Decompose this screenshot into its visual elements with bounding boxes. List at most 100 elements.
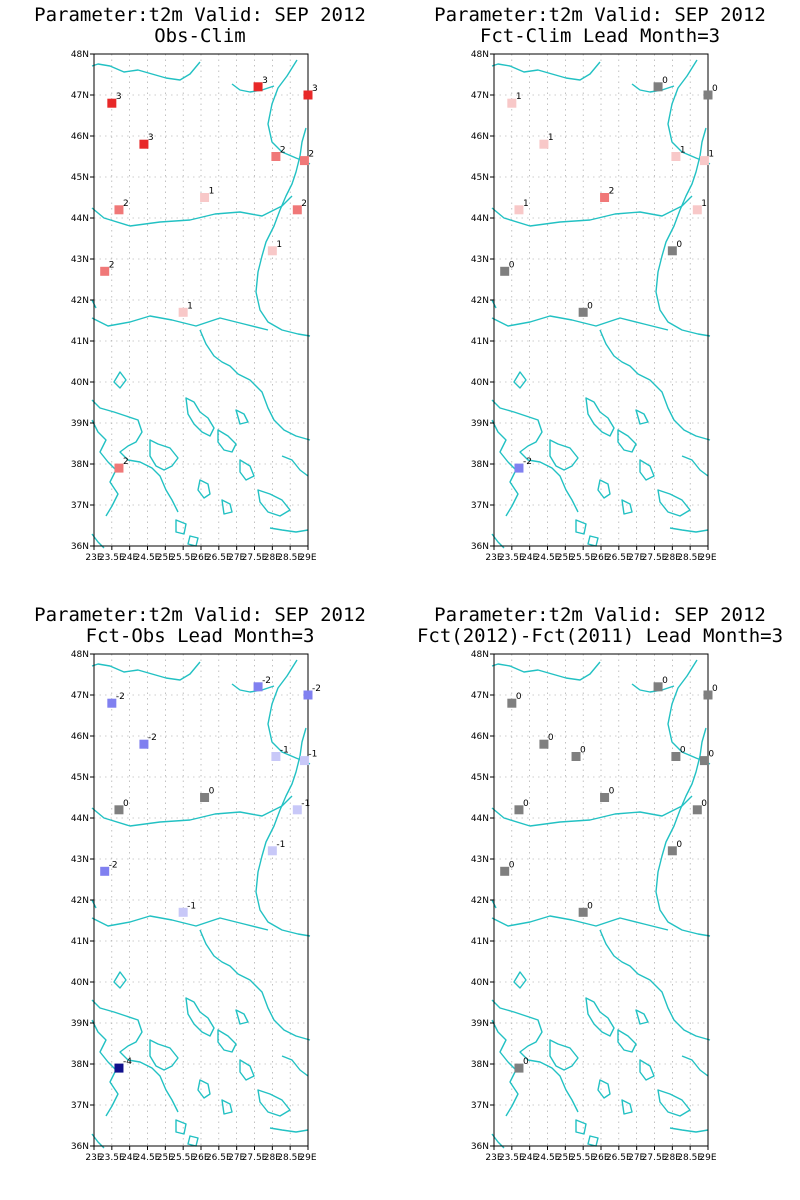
coastline bbox=[491, 659, 711, 1149]
lat-tick-label: 42N bbox=[71, 896, 89, 906]
lon-tick-label: 26E bbox=[592, 553, 609, 563]
station-marker bbox=[253, 682, 263, 692]
station-marker bbox=[692, 805, 702, 815]
station-value-label: 1 bbox=[523, 199, 529, 209]
lat-tick-label: 47N bbox=[471, 691, 489, 701]
station-marker bbox=[539, 739, 549, 749]
station-marker bbox=[514, 805, 524, 815]
lat-tick-label: 36N bbox=[71, 542, 89, 552]
station-marker bbox=[292, 805, 302, 815]
station-value-label: 2 bbox=[301, 199, 307, 209]
lat-tick-label: 42N bbox=[471, 296, 489, 306]
lon-tick-label: 24.5E bbox=[135, 553, 161, 563]
station-marker bbox=[253, 82, 263, 92]
lat-tick-label: 37N bbox=[71, 1101, 89, 1111]
lon-tick-label: 24E bbox=[121, 1153, 138, 1163]
station-value-label: 1 bbox=[187, 301, 193, 311]
station-value-label: -1 bbox=[280, 746, 289, 756]
station-value-label: 3 bbox=[312, 84, 318, 94]
station-value-label: 0 bbox=[587, 901, 593, 911]
lat-tick-label: 44N bbox=[471, 214, 489, 224]
lon-tick-label: 25E bbox=[557, 1153, 574, 1163]
lat-tick-label: 37N bbox=[471, 1101, 489, 1111]
lat-tick-label: 38N bbox=[471, 460, 489, 470]
lon-tick-label: 25E bbox=[557, 553, 574, 563]
station-value-label: 0 bbox=[662, 676, 668, 686]
station-marker bbox=[671, 152, 681, 161]
graticule bbox=[494, 54, 708, 546]
station-marker bbox=[267, 846, 277, 856]
lat-tick-label: 47N bbox=[71, 91, 89, 101]
station-marker bbox=[100, 266, 110, 276]
station-marker bbox=[114, 1063, 124, 1073]
station-value-label: 0 bbox=[712, 84, 718, 94]
lon-tick-label: 27.5E bbox=[242, 1153, 268, 1163]
station-value-label: 0 bbox=[662, 76, 668, 86]
station-value-label: 1 bbox=[701, 199, 707, 209]
map-panel-4: Parameter:t2m Valid: SEP 2012Fct(2012)-F… bbox=[417, 604, 783, 1163]
station-value-label: 0 bbox=[609, 787, 615, 797]
lat-tick-label: 45N bbox=[71, 773, 89, 783]
station-marker bbox=[539, 139, 549, 149]
lon-tick-label: 28E bbox=[664, 553, 681, 563]
station-value-label: -2 bbox=[116, 692, 125, 702]
station-marker bbox=[671, 752, 681, 761]
station-marker bbox=[653, 682, 663, 692]
station-value-label: 3 bbox=[148, 133, 154, 143]
station-marker bbox=[699, 156, 709, 166]
station-marker bbox=[292, 205, 302, 215]
lat-tick-label: 41N bbox=[471, 937, 489, 947]
lat-tick-label: 46N bbox=[471, 132, 489, 142]
lat-tick-label: 38N bbox=[71, 460, 89, 470]
station-marker bbox=[578, 907, 588, 917]
lon-tick-label: 27E bbox=[228, 553, 245, 563]
station-marker bbox=[514, 463, 524, 473]
station-value-label: -2 bbox=[262, 676, 271, 686]
lon-tick-label: 28E bbox=[264, 553, 281, 563]
station-marker bbox=[667, 846, 677, 856]
station-value-label: 0 bbox=[509, 260, 515, 270]
panel-subtitle: Obs-Clim bbox=[154, 25, 246, 47]
lat-tick-label: 45N bbox=[471, 173, 489, 183]
lat-tick-label: 43N bbox=[471, 255, 489, 265]
lon-tick-label: 24E bbox=[521, 553, 538, 563]
station-marker bbox=[271, 752, 281, 761]
coastline bbox=[91, 659, 311, 1149]
station-marker bbox=[507, 698, 517, 708]
lon-tick-label: 23E bbox=[85, 553, 102, 563]
station-marker bbox=[514, 1063, 524, 1073]
lat-tick-label: 43N bbox=[71, 855, 89, 865]
lat-tick-label: 37N bbox=[71, 501, 89, 511]
station-value-label: 3 bbox=[262, 76, 268, 86]
lon-tick-label: 25E bbox=[157, 553, 174, 563]
lat-tick-label: 40N bbox=[71, 978, 89, 988]
lat-tick-label: 39N bbox=[471, 419, 489, 429]
lat-tick-label: 42N bbox=[71, 296, 89, 306]
station-marker bbox=[600, 193, 610, 202]
station-marker bbox=[114, 463, 124, 473]
station-value-label: 2 bbox=[308, 150, 314, 160]
station-marker bbox=[107, 698, 117, 708]
station-marker bbox=[114, 205, 124, 215]
lon-tick-label: 25E bbox=[157, 1153, 174, 1163]
lon-tick-label: 26.5E bbox=[606, 1153, 632, 1163]
lat-tick-label: 44N bbox=[71, 814, 89, 824]
station-marker bbox=[500, 866, 510, 876]
lon-tick-label: 24.5E bbox=[135, 1153, 161, 1163]
station-value-label: 0 bbox=[548, 733, 554, 743]
lat-tick-label: 36N bbox=[71, 1142, 89, 1152]
lon-tick-label: 27.5E bbox=[642, 553, 668, 563]
station-marker bbox=[100, 866, 110, 876]
coastline bbox=[491, 59, 711, 549]
lat-tick-label: 47N bbox=[71, 691, 89, 701]
station-value-label: 1 bbox=[276, 240, 282, 250]
station-value-label: 0 bbox=[680, 746, 686, 756]
lon-tick-label: 23E bbox=[485, 553, 502, 563]
lat-tick-label: 39N bbox=[71, 1019, 89, 1029]
lat-tick-label: 44N bbox=[471, 814, 489, 824]
lon-tick-label: 28E bbox=[664, 1153, 681, 1163]
lon-tick-label: 23.5E bbox=[99, 553, 125, 563]
lon-tick-label: 26.5E bbox=[606, 553, 632, 563]
